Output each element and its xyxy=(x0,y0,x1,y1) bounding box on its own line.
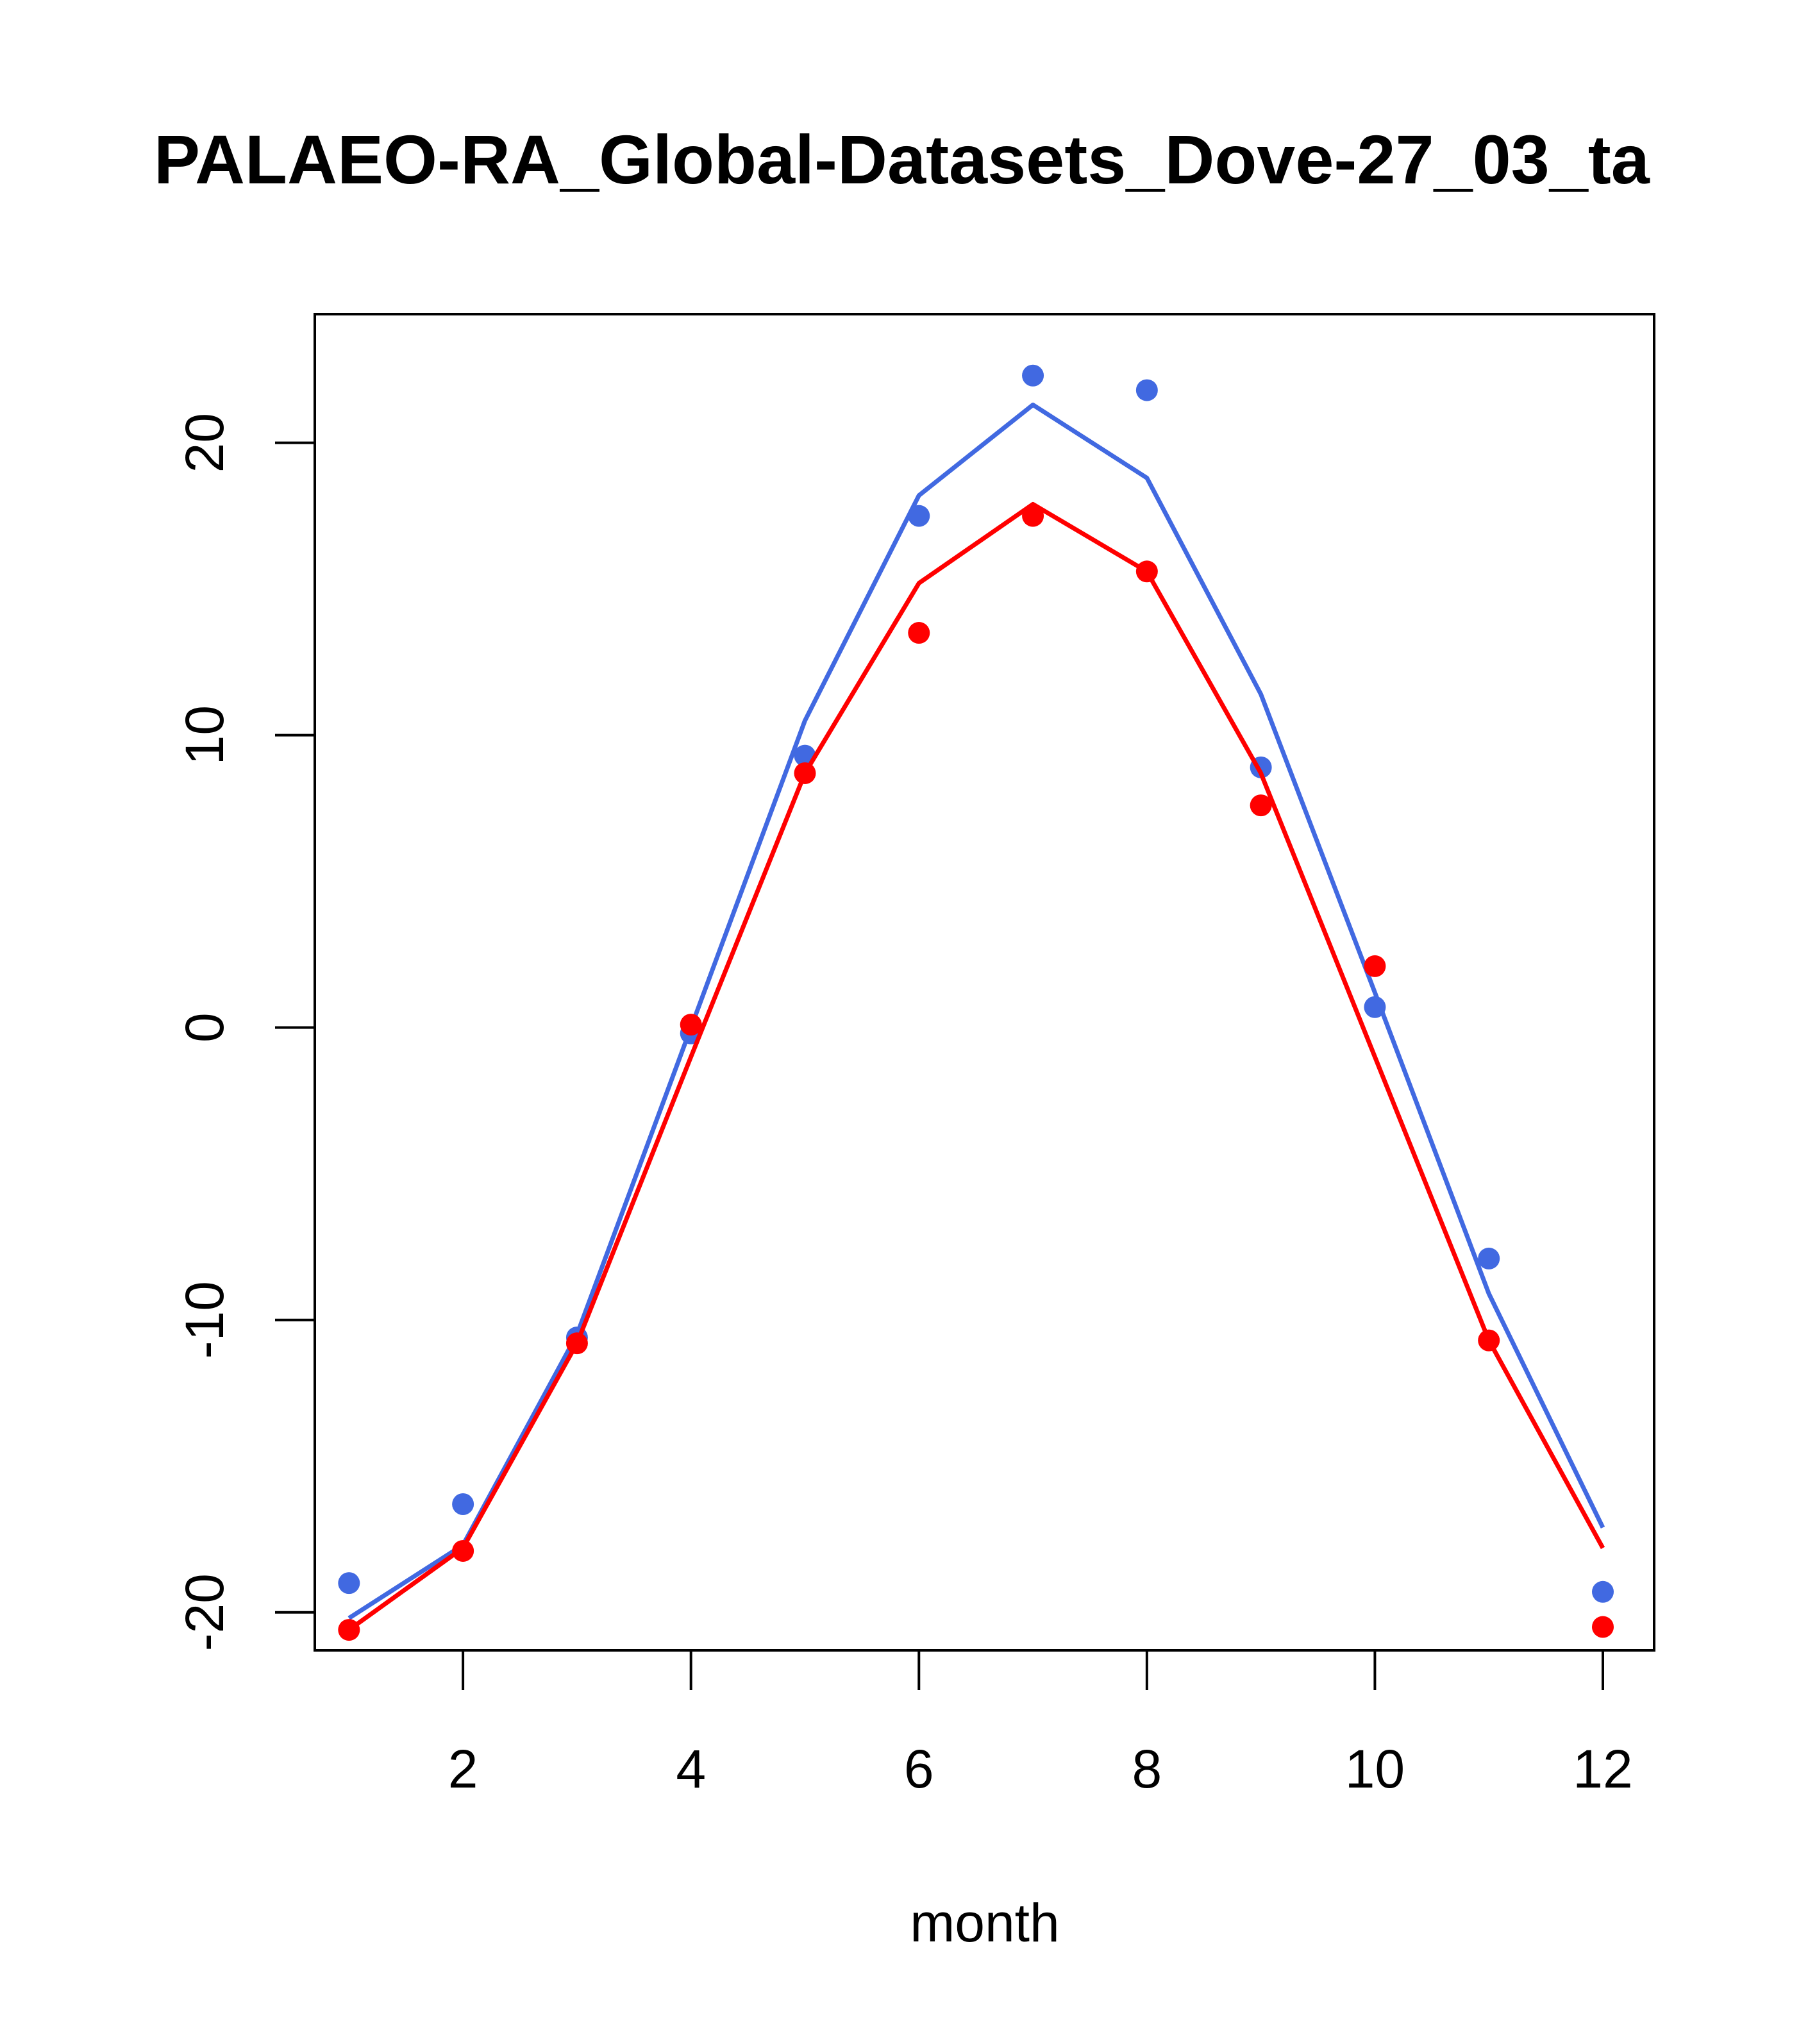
series-point xyxy=(1364,996,1386,1018)
x-tick-label: 6 xyxy=(904,1739,934,1799)
series-point xyxy=(1478,1247,1500,1269)
y-tick-label: -10 xyxy=(174,1281,235,1359)
series-point xyxy=(1135,560,1158,583)
x-tick-label: 8 xyxy=(1132,1739,1162,1799)
series-2 xyxy=(338,501,1614,1641)
y-axis: -20 -10 0 10 20 xyxy=(174,413,316,1651)
series-point xyxy=(1135,379,1158,401)
series-line xyxy=(347,402,1605,1620)
series-point xyxy=(1364,955,1386,977)
series-point xyxy=(1591,1616,1614,1638)
y-tick-label: 10 xyxy=(174,705,235,765)
series-point xyxy=(452,1539,474,1562)
series-point xyxy=(794,762,816,784)
series-point xyxy=(1022,364,1044,387)
x-tick-label: 2 xyxy=(448,1739,478,1799)
y-tick-label: -20 xyxy=(174,1573,235,1651)
series-point xyxy=(338,1619,360,1641)
series-point xyxy=(1250,794,1272,817)
series-point xyxy=(1022,505,1044,527)
y-tick-label: 20 xyxy=(174,413,235,473)
x-axis-label: month xyxy=(910,1893,1059,1953)
series-point xyxy=(908,622,930,644)
series-point xyxy=(452,1493,474,1515)
y-tick-label: 0 xyxy=(174,1012,235,1043)
series-point xyxy=(338,1572,360,1595)
series-line xyxy=(347,501,1605,1632)
x-tick-label: 4 xyxy=(676,1739,706,1799)
series-point xyxy=(1478,1329,1500,1352)
series-layer xyxy=(338,364,1614,1641)
x-axis: 2 4 6 8 10 12 xyxy=(448,1649,1633,1799)
x-tick-label: 10 xyxy=(1345,1739,1405,1799)
chart-title: PALAEO-RA_Global-Datasets_Dove-27_03_ta xyxy=(154,121,1650,198)
series-point xyxy=(680,1014,702,1036)
x-tick-label: 12 xyxy=(1573,1739,1632,1799)
series-point xyxy=(1591,1580,1614,1603)
series-point xyxy=(565,1332,588,1355)
series-point xyxy=(908,505,930,527)
